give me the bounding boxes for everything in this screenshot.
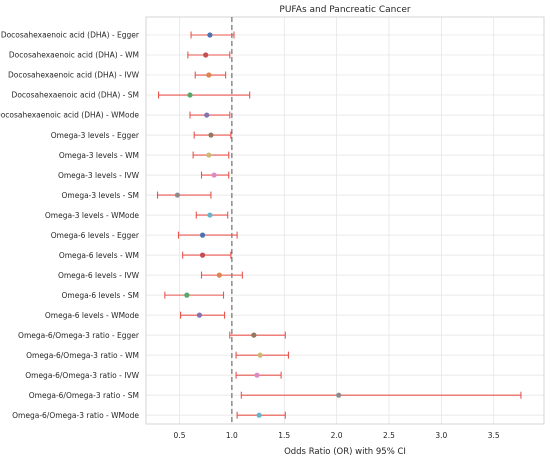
point-estimate [211,172,217,178]
row-label: Docosahexaenoic acid (DHA) - SM [12,91,139,100]
ci-row [190,31,235,39]
row-label: Omega-6 levels - Egger [51,231,140,240]
ci-row [158,91,251,99]
ci-row [240,391,522,399]
ci-row [236,411,286,419]
point-estimate [204,112,210,118]
point-estimate [184,292,190,298]
row-label: Docosahexaenoic acid (DHA) - IVW [8,71,140,80]
ci-row [193,131,232,139]
x-tick-labels: 0.5 1.0 1.5 2.0 2.5 3.0 3.5 [174,431,500,440]
ci-row [235,371,282,379]
point-estimate [257,352,263,358]
chart-title: PUFAs and Pancreatic Cancer [279,5,410,15]
point-estimate [336,392,342,398]
x-tick-label: 0.5 [174,431,186,440]
row-label: Omega-3 levels - WMode [45,211,139,220]
point-estimate [196,312,203,318]
x-tick-label: 3.0 [435,431,447,440]
plot-frame [145,16,545,425]
ci-row [164,291,225,299]
x-tick-label: 1.0 [226,431,238,440]
row-label: Omega-6/Omega-3 ratio - Egger [18,331,140,340]
ci-row [192,151,230,159]
row-label: Omega-3 levels - IVW [58,171,140,180]
row-label: Omega-6/Omega-3 ratio - WMode [12,411,139,420]
row-label: Omega-6 levels - IVW [58,271,140,280]
x-tick-label: 2.0 [331,431,343,440]
row-label: Omega-3 levels - WM [59,151,139,160]
ci-row [194,71,227,79]
x-tick-label: 1.5 [278,431,290,440]
marks [156,31,522,419]
row-label: Omega-6/Omega-3 ratio - IVW [25,371,139,380]
x-tick-label: 3.5 [488,431,500,440]
point-estimate [256,412,262,418]
point-estimate [251,332,257,338]
x-tick-label: 2.5 [383,431,395,440]
row-label: Docosahexaenoic acid (DHA) - WMode [0,111,139,120]
grid-layer [146,17,544,424]
row-labels: Docosahexaenoic acid (DHA) - Egger Docosa… [0,31,140,420]
point-estimate [203,52,209,58]
point-estimate [207,212,213,218]
point-estimate [199,252,206,258]
point-estimate [187,92,193,98]
point-estimate [216,272,222,278]
row-label: Omega-6 levels - WM [59,251,139,260]
ci-row [235,351,289,359]
ci-row [177,231,238,239]
row-label: Omega-3 levels - Egger [51,131,140,140]
point-estimate [208,132,214,138]
ci-row [182,251,232,259]
ci-row [200,171,230,179]
row-label: Docosahexaenoic acid (DHA) - WM [9,51,139,60]
row-label: Omega-6/Omega-3 ratio - WM [26,351,139,360]
ci-row [187,51,231,59]
point-estimate [254,372,260,378]
point-estimate [207,32,213,38]
row-label: Omega-6 levels - SM [62,291,140,300]
row-label: Omega-6 levels - WMode [45,311,139,320]
ci-row [156,191,212,199]
row-label: Omega-6/Omega-3 ratio - SM [29,391,139,400]
point-estimate [206,152,212,158]
point-estimate [206,72,212,78]
ci-row [200,271,243,279]
row-label: Omega-3 levels - SM [62,191,140,200]
ci-row [180,311,226,319]
point-estimate [199,232,206,238]
ci-row [229,331,286,339]
ci-row [189,111,231,119]
point-estimate [174,192,181,198]
x-axis-label: Odds Ratio (OR) with 95% CI [284,447,406,457]
ci-row [195,211,229,219]
row-label: Docosahexaenoic acid (DHA) - Egger [1,31,140,40]
